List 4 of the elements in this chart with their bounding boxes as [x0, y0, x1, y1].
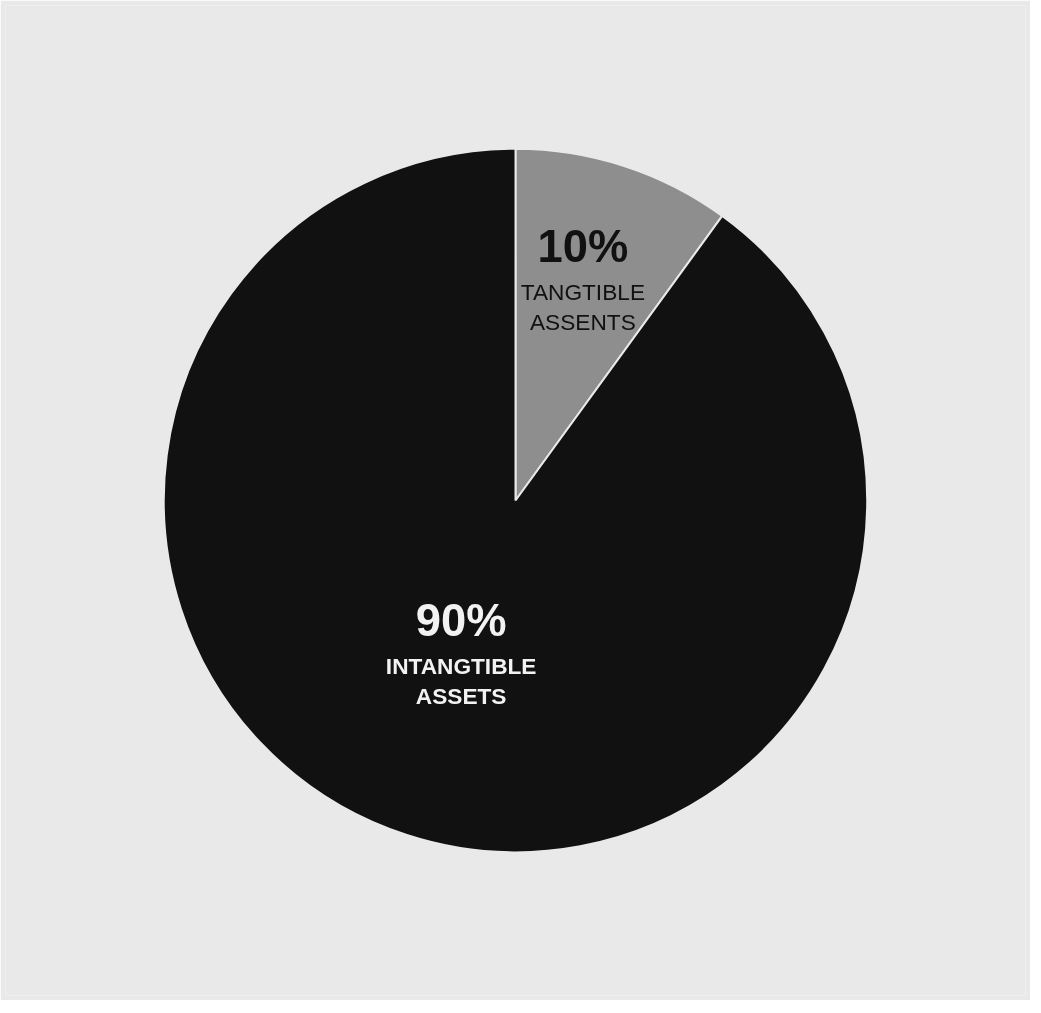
slice-label: TANGTIBLE ASSENTS	[520, 279, 645, 336]
data-label: 10%	[537, 221, 629, 273]
slice-label: INTANGTIBLE ASSETS	[385, 653, 537, 710]
data-label: 90%	[415, 595, 507, 647]
